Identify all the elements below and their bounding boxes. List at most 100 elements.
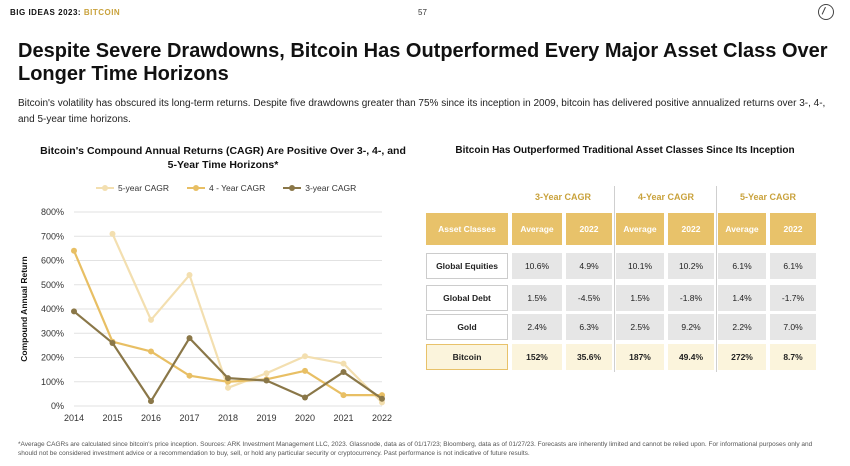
legend-label: 5-year CAGR <box>118 183 170 193</box>
table-cell: 10.6% <box>512 253 562 279</box>
table-header-cell: 2022 <box>770 213 816 245</box>
table-cell: 2.5% <box>616 314 664 340</box>
data-point <box>379 395 385 402</box>
table-row-label: Gold <box>426 314 508 340</box>
footnote: *Average CAGRs are calculated since bitc… <box>18 441 813 457</box>
table-cell: 1.4% <box>718 285 766 311</box>
page-number: 57 <box>418 8 427 17</box>
brand-topic: BITCOIN <box>83 8 121 17</box>
table-cell: 8.7% <box>770 344 816 370</box>
data-point <box>225 375 231 382</box>
data-point <box>302 367 308 374</box>
data-point <box>186 272 193 279</box>
brand-label: BIG IDEAS 2023: <box>10 8 84 17</box>
table-cell: 152% <box>512 344 562 370</box>
legend-swatch <box>283 185 302 191</box>
table-cell: -4.5% <box>566 285 612 311</box>
series-line-2 <box>72 250 382 397</box>
data-point <box>340 369 347 376</box>
data-point <box>340 392 347 399</box>
column-group-label: 5-Year CAGR <box>739 192 797 202</box>
data-point <box>148 316 154 323</box>
table-row-label: Global Equities <box>426 253 508 279</box>
top-bar: BIG IDEAS 2023: BITCOIN 57 <box>0 0 850 26</box>
ark-logo-icon <box>818 4 834 20</box>
y-tick-label: 200% <box>41 353 64 363</box>
legend-label: 3-year CAGR <box>305 183 357 193</box>
x-tick-label: 2020 <box>295 413 315 423</box>
table-cell: 1.5% <box>616 285 664 311</box>
table-row-label: Bitcoin <box>426 344 508 370</box>
chart-title: Bitcoin's Compound Annual Returns (CAGR)… <box>40 145 406 171</box>
table-cell: -1.8% <box>668 285 714 311</box>
y-tick-label: 700% <box>41 231 64 241</box>
legend-item: 4 - Year CAGR <box>187 182 265 194</box>
legend-label: 4 - Year CAGR <box>209 183 266 193</box>
legend-item: 3-year CAGR <box>283 182 356 194</box>
x-tick-label: 2017 <box>179 413 199 423</box>
legend-swatch <box>187 185 206 191</box>
data-point <box>148 348 154 355</box>
data-point <box>302 394 308 401</box>
data-point <box>263 377 270 384</box>
y-tick-label: 800% <box>41 207 64 217</box>
y-tick-label: 600% <box>41 256 64 266</box>
data-point <box>109 230 116 237</box>
chart-legend: 5-year CAGR 4 - Year CAGR 3-year CAGR <box>96 182 356 194</box>
data-point <box>148 398 154 405</box>
table-cell: 6.1% <box>770 253 816 279</box>
x-tick-label: 2014 <box>64 413 84 423</box>
table-cell: 1.5% <box>512 285 562 311</box>
x-tick-label: 2018 <box>218 413 238 423</box>
y-tick-label: 300% <box>41 328 64 338</box>
legend-item: 5-year CAGR <box>96 182 169 194</box>
table-cell: 4.9% <box>566 253 612 279</box>
table-cell: 35.6% <box>566 344 612 370</box>
y-axis-label: Compound Annual Return <box>19 256 29 361</box>
data-point <box>263 370 270 377</box>
table-row-label: Global Debt <box>426 285 508 311</box>
table-cell: 6.1% <box>718 253 766 279</box>
table-cell: 187% <box>616 344 664 370</box>
y-tick-label: 500% <box>41 280 64 290</box>
x-tick-label: 2019 <box>256 413 276 423</box>
group-divider <box>716 186 717 372</box>
table-cell: 2.2% <box>718 314 766 340</box>
table-header-cell: Average <box>616 213 664 245</box>
group-divider <box>614 186 615 372</box>
table-cell: 2.4% <box>512 314 562 340</box>
cagr-line-chart: 0% 100% 200% 300% 400% 500% 600% 700% 800% 2014 20… <box>19 207 392 423</box>
data-point <box>109 339 116 346</box>
data-point <box>340 360 347 367</box>
table-cell: -1.7% <box>770 285 816 311</box>
table-cell: 6.3% <box>566 314 612 340</box>
column-group-label: 3-Year CAGR <box>534 192 592 202</box>
data-point <box>302 353 308 360</box>
x-tick-label: 2016 <box>141 413 161 423</box>
table-header-cell: Average <box>718 213 766 245</box>
table-header-cell: 2022 <box>668 213 714 245</box>
table-cell: 10.1% <box>616 253 664 279</box>
y-tick-label: 100% <box>41 377 64 387</box>
table-header-cell: 2022 <box>566 213 612 245</box>
x-tick-label: 2022 <box>372 413 392 423</box>
data-point <box>71 308 77 315</box>
page-subtitle: Bitcoin's volatility has obscured its lo… <box>18 98 826 125</box>
table-header-cell: Average <box>512 213 562 245</box>
column-group-label: 4-Year CAGR <box>637 192 695 202</box>
data-point <box>186 335 193 342</box>
table-cell: 49.4% <box>668 344 714 370</box>
data-point <box>186 372 193 379</box>
table-cell: 7.0% <box>770 314 816 340</box>
report-brand: BIG IDEAS 2023: BITCOIN <box>10 8 120 17</box>
table-header-cell: Asset Classes <box>426 213 508 245</box>
data-point <box>225 384 231 391</box>
x-tick-label: 2015 <box>102 413 122 423</box>
table-cell: 272% <box>718 344 766 370</box>
table-cell: 9.2% <box>668 314 714 340</box>
x-tick-label: 2021 <box>333 413 353 423</box>
table-title: Bitcoin Has Outperformed Traditional Ass… <box>455 145 795 156</box>
legend-swatch <box>96 185 114 191</box>
table-cell: 10.2% <box>668 253 714 279</box>
y-tick-label: 400% <box>41 304 64 314</box>
